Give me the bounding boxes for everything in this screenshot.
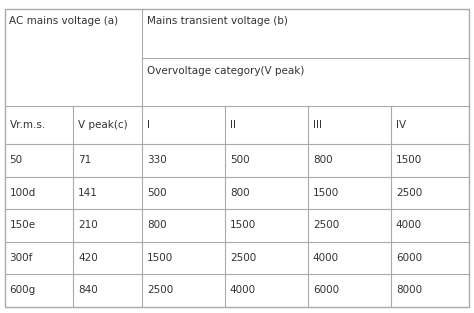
Text: 1500: 1500 — [313, 188, 339, 198]
Text: I: I — [147, 120, 150, 130]
Text: 800: 800 — [313, 155, 332, 165]
Text: 500: 500 — [230, 155, 249, 165]
Text: 600g: 600g — [9, 285, 36, 295]
Text: 4000: 4000 — [313, 253, 339, 263]
Text: 2500: 2500 — [147, 285, 173, 295]
Text: 1500: 1500 — [396, 155, 422, 165]
Text: II: II — [230, 120, 236, 130]
Text: 2500: 2500 — [230, 253, 256, 263]
Text: 500: 500 — [147, 188, 166, 198]
Text: 6000: 6000 — [396, 253, 422, 263]
Text: AC mains voltage (a): AC mains voltage (a) — [9, 16, 119, 26]
Text: 300f: 300f — [9, 253, 33, 263]
Text: 50: 50 — [9, 155, 23, 165]
Text: V peak(c): V peak(c) — [78, 120, 128, 130]
Text: 420: 420 — [78, 253, 98, 263]
Text: 210: 210 — [78, 220, 98, 230]
Text: 2500: 2500 — [313, 220, 339, 230]
Text: Mains transient voltage (b): Mains transient voltage (b) — [147, 16, 288, 26]
Text: 1500: 1500 — [147, 253, 173, 263]
Text: 141: 141 — [78, 188, 98, 198]
Text: 2500: 2500 — [396, 188, 422, 198]
Text: 100d: 100d — [9, 188, 36, 198]
Text: IV: IV — [396, 120, 406, 130]
Text: 330: 330 — [147, 155, 167, 165]
Text: Vr.m.s.: Vr.m.s. — [9, 120, 46, 130]
Text: III: III — [313, 120, 322, 130]
Text: 800: 800 — [230, 188, 249, 198]
Text: Overvoltage category(V peak): Overvoltage category(V peak) — [147, 66, 304, 76]
Text: 840: 840 — [78, 285, 98, 295]
Text: 71: 71 — [78, 155, 91, 165]
Text: 8000: 8000 — [396, 285, 422, 295]
Text: 4000: 4000 — [230, 285, 256, 295]
Text: 4000: 4000 — [396, 220, 422, 230]
Text: 150e: 150e — [9, 220, 36, 230]
Text: 6000: 6000 — [313, 285, 339, 295]
Text: 800: 800 — [147, 220, 166, 230]
Text: 1500: 1500 — [230, 220, 256, 230]
